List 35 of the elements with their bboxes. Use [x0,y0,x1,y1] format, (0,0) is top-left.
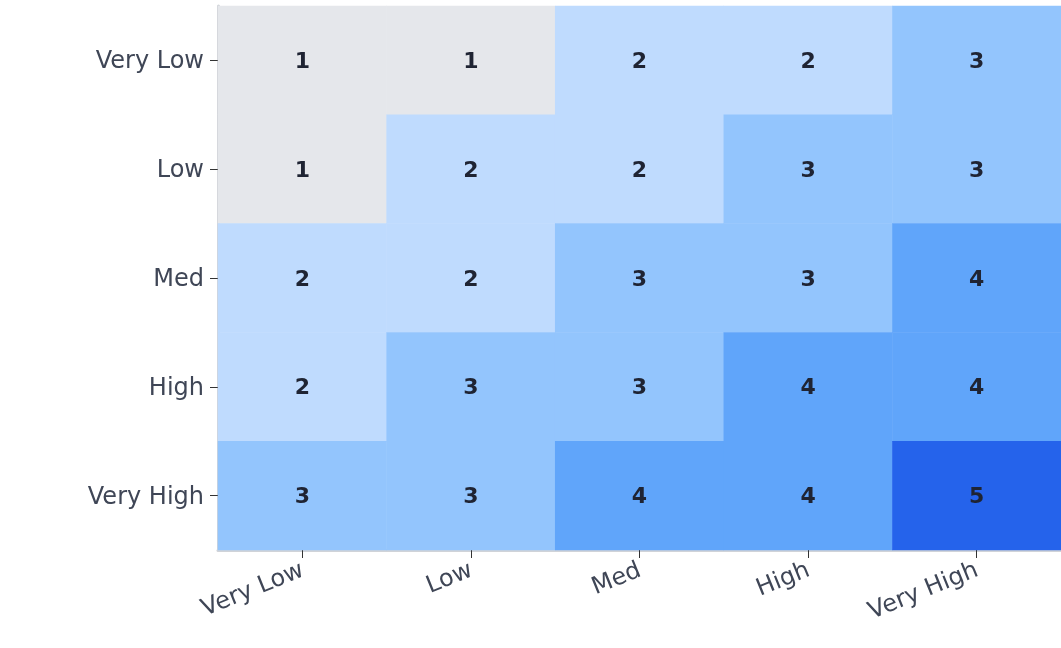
x-tick-label: Med [587,555,645,600]
x-tick-label: Very Low [196,555,308,622]
x-tick-label: Very High [863,555,982,625]
data-label: 2 [294,265,310,291]
data-label: 2 [800,47,816,73]
y-tick-label: High [148,372,204,401]
data-label: 3 [969,156,985,182]
data-label: 3 [631,374,648,400]
data-label: 4 [969,265,985,291]
data-label: 2 [631,47,648,73]
y-tick-label: Very High [87,481,204,510]
data-label: 3 [969,47,985,73]
data-label: 1 [463,47,479,73]
data-label: 3 [294,483,310,509]
x-tick-label: Low [421,555,477,599]
data-label: 2 [463,265,479,291]
y-tick-label: Low [156,155,204,184]
data-label: 2 [631,156,648,182]
y-tick-label: Very Low [95,46,204,75]
data-label: 4 [800,483,816,509]
x-tick-label: High [751,555,814,602]
data-label: 3 [463,374,479,400]
data-label: 2 [294,374,310,400]
data-label: 4 [800,374,816,400]
data-label: 3 [463,483,479,509]
data-label: 1 [294,156,310,182]
data-label: 4 [631,483,648,509]
data-label: 3 [800,265,816,291]
data-label: 2 [463,156,479,182]
data-label: 5 [969,483,985,509]
data-label: 3 [631,265,648,291]
data-label: 4 [969,374,985,400]
data-label: 3 [800,156,816,182]
data-label: 1 [294,47,310,73]
y-tick-label: Med [153,264,204,292]
